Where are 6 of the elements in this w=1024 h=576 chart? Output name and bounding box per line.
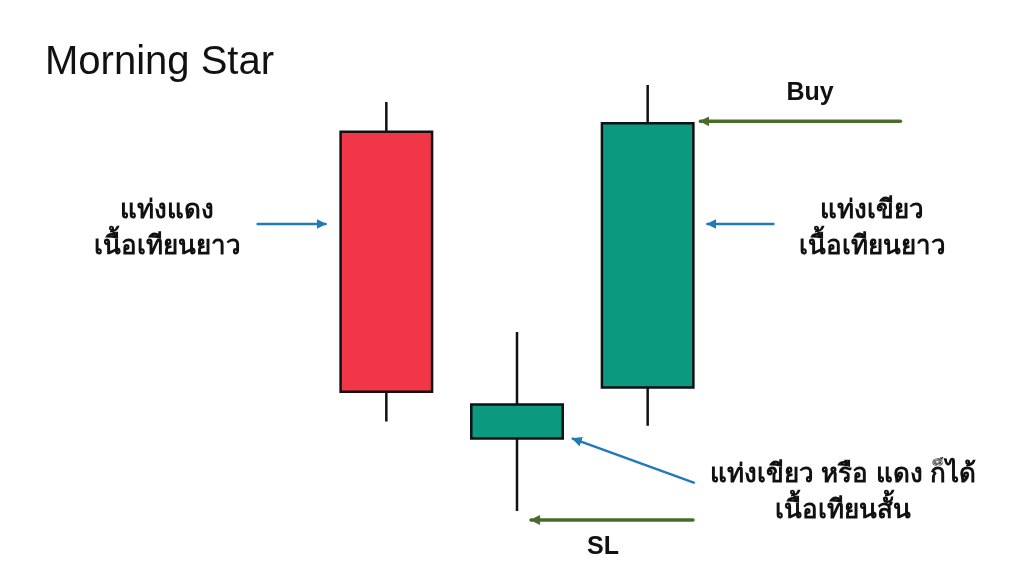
annotation: แท่งเขียว เนื้อเทียนยาว bbox=[798, 194, 946, 261]
annotation: แท่งแดง เนื้อเทียนยาว bbox=[93, 194, 241, 261]
annotation: แท่งเขียว หรือ แดง ก็ได้ เนื้อเทียนสั้น bbox=[710, 458, 976, 525]
annotation: Buy bbox=[786, 77, 834, 105]
title: Morning Star bbox=[45, 38, 274, 82]
annotation: SL bbox=[587, 531, 619, 559]
